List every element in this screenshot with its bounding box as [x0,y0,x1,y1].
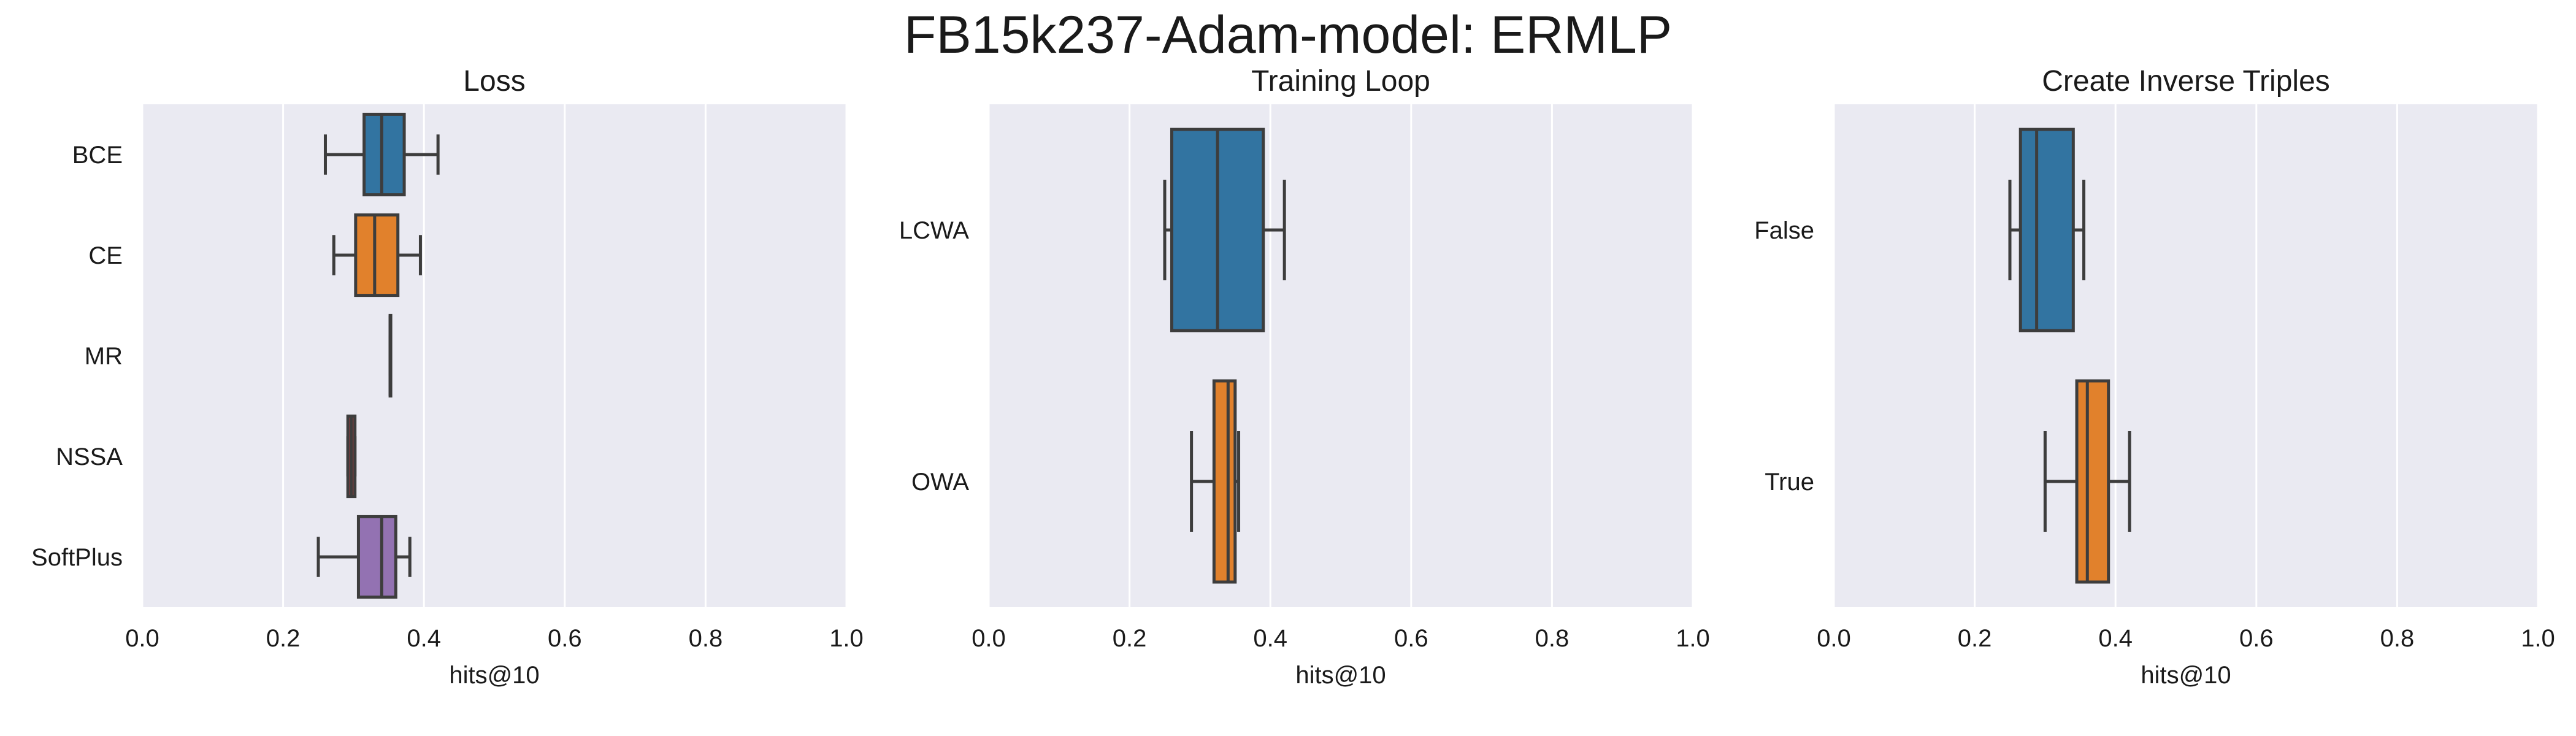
y-tick-label: True [1765,469,1814,496]
x-tick-label: 0.2 [266,625,301,652]
x-axis-label: hits@10 [1295,662,1386,689]
chart-panel-3: 0.0 0.2 0.4 0.6 0.8 1.0 Create Inverse Triples… [1754,65,2555,689]
box-bce [323,112,440,197]
chart-panel-1: 0.0 0.2 0.4 0.6 0.8 1.0 Loss hits@10 BCE CE MR NSSA… [31,65,864,689]
x-tick-label: 1.0 [829,625,864,652]
x-tick-label: 0.4 [407,625,441,652]
box-mr [388,313,393,398]
box-ce [332,213,422,297]
x-tick-label: 0.6 [1394,625,1428,652]
y-tick-label: OWA [911,469,969,496]
x-tick-label: 0.0 [125,625,159,652]
box-softplus [316,515,412,599]
box-body [2075,379,2110,584]
x-tick-label: 0.4 [2098,625,2133,652]
figure-title: FB15k237-Adam-model: ERMLP [903,6,1673,64]
chart-panel-2: 0.0 0.2 0.4 0.6 0.8 1.0 Training Loop hits@10 LC… [899,65,1710,689]
plot-background [1834,104,2538,607]
x-tick-label: 1.0 [1676,625,1710,652]
box-body [354,213,400,297]
box-body [1212,379,1237,584]
box-nssa [346,414,357,499]
box-owa [1190,379,1241,584]
box-false [2008,128,2086,332]
plot-background [142,104,846,607]
x-tick-label: 0.2 [1113,625,1147,652]
y-tick-label: MR [85,343,123,370]
x-tick-label: 0.8 [689,625,723,652]
x-tick-label: 0.0 [972,625,1006,652]
box-true [2043,379,2131,584]
y-tick-label: LCWA [899,217,969,244]
box-body [356,515,397,599]
x-axis-label: hits@10 [2141,662,2231,689]
chart-title: Training Loop [1251,65,1430,98]
x-tick-label: 0.0 [1817,625,1851,652]
x-tick-label: 0.2 [1958,625,1992,652]
y-tick-label: BCE [72,142,123,169]
x-axis-label: hits@10 [449,662,539,689]
x-tick-label: 0.6 [2239,625,2274,652]
y-tick-label: False [1754,217,1814,244]
x-tick-label: 1.0 [2521,625,2555,652]
x-tick-label: 0.6 [548,625,582,652]
chart-title: Create Inverse Triples [2042,65,2330,98]
box-body [2018,128,2075,332]
x-tick-label: 0.8 [1535,625,1570,652]
plot-background [989,104,1693,607]
x-tick-label: 0.8 [2380,625,2415,652]
chart-title: Loss [463,65,525,98]
x-tick-label: 0.4 [1253,625,1287,652]
box-lcwa [1163,128,1286,332]
y-tick-label: SoftPlus [31,544,123,571]
box-body [362,112,406,197]
y-tick-label: NSSA [56,443,123,470]
y-tick-label: CE [88,242,123,269]
